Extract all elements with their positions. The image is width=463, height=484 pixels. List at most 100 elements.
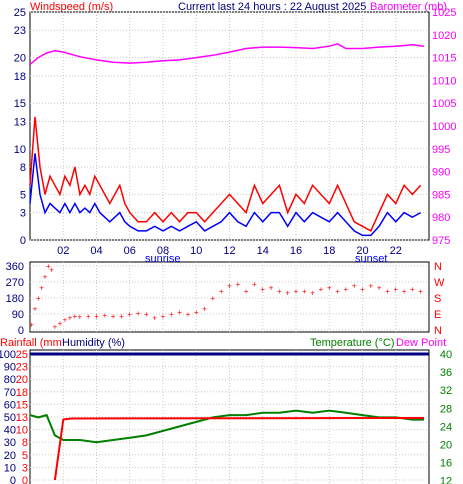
direction-point: + [186, 310, 191, 319]
direction-point: + [327, 283, 332, 292]
x-tick-label: 20 [356, 245, 368, 257]
temperature-tick-label: 12 [440, 476, 452, 484]
direction-point: + [127, 310, 132, 319]
x-tick-label: 18 [323, 245, 335, 257]
sunrise-label: sunrise [145, 253, 180, 265]
direction-point: + [277, 287, 282, 296]
humidity-tick-label: 20 [4, 450, 16, 462]
direction-point: + [169, 310, 174, 319]
barometer-tick-label: 980 [432, 212, 450, 224]
barometer-tick-label: 1000 [432, 121, 456, 133]
direction-point: + [219, 287, 224, 296]
direction-point: + [161, 312, 166, 321]
direction-point: + [86, 312, 91, 321]
direction-point: + [285, 289, 290, 298]
barometer-axis-label: Barometer (mb) [370, 1, 447, 13]
humidity-tick-label: 30 [4, 437, 16, 449]
direction-point: + [360, 285, 365, 294]
barometer-tick-label: 990 [432, 167, 450, 179]
direction-point: + [49, 266, 54, 275]
barometer-tick-label: 975 [432, 235, 450, 247]
direction-point: + [368, 282, 373, 291]
direction-point: + [152, 314, 157, 323]
direction-point: + [43, 273, 48, 282]
temperature-tick-label: 36 [440, 367, 452, 379]
compass-tick-label: N [434, 261, 442, 273]
direction-point: + [335, 287, 340, 296]
direction-point: + [211, 294, 216, 303]
x-tick-label: 16 [290, 245, 302, 257]
direction-point: + [53, 322, 58, 331]
direction-point: + [58, 319, 63, 328]
direction-point: + [269, 283, 274, 292]
rain-tick-label: 15 [16, 399, 28, 411]
direction-tick-label: 180 [6, 293, 24, 305]
x-tick-label: 04 [90, 245, 102, 257]
series-average-line [29, 153, 422, 237]
x-tick-label: 14 [257, 245, 269, 257]
barometer-tick-label: 1005 [432, 98, 456, 110]
windspeed-axis-label: Windspeed (m/s) [30, 1, 113, 13]
direction-point: + [119, 312, 124, 321]
wind-tick-label: 10 [14, 144, 26, 156]
direction-point: + [319, 285, 324, 294]
direction-point: + [177, 308, 182, 317]
direction-point: + [136, 309, 141, 318]
temperature-label: Temperature (°C) [310, 337, 394, 349]
direction-point: + [78, 313, 83, 322]
rain-tick-label: 0 [22, 475, 28, 484]
x-tick-label: 08 [157, 245, 169, 257]
humidity-tick-label: 10 [4, 462, 16, 474]
series-gust-line [29, 116, 422, 232]
direction-point: + [402, 287, 407, 296]
direction-point: + [63, 315, 68, 324]
direction-point: + [29, 321, 34, 330]
humidity-tick-label: 80 [4, 374, 16, 386]
direction-point: + [377, 283, 382, 292]
compass-tick-label: S [434, 293, 441, 305]
direction-point: + [393, 285, 398, 294]
direction-point: + [36, 294, 41, 303]
series-rainfall-line [53, 417, 425, 481]
humidity-tick-label: 0 [10, 475, 16, 484]
chart-title: Current last 24 hours : 22 August 2025 [178, 1, 366, 13]
temperature-tick-label: 28 [440, 403, 452, 415]
direction-point: + [94, 312, 99, 321]
temperature-tick-label: 24 [440, 421, 452, 433]
barometer-tick-label: 995 [432, 144, 450, 156]
direction-point: + [418, 287, 423, 296]
humidity-tick-label: 40 [4, 425, 16, 437]
humidity-tick-label: 100 [0, 349, 16, 361]
direction-point: + [111, 312, 116, 321]
compass-tick-label: E [434, 309, 441, 321]
direction-point: + [202, 305, 207, 314]
wind-tick-label: 5 [20, 189, 26, 201]
direction-point: + [310, 289, 315, 298]
x-tick-label: 02 [57, 245, 69, 257]
temperature-tick-label: 16 [440, 458, 452, 470]
direction-tick-label: 90 [12, 309, 24, 321]
direction-point: + [194, 308, 199, 317]
x-tick-label: 06 [124, 245, 136, 257]
wind-tick-label: 3 [20, 208, 26, 220]
wind-tick-label: 18 [14, 71, 26, 83]
humidity-label: Humidity (%) [62, 337, 125, 349]
temperature-tick-label: 40 [440, 349, 452, 361]
rain-tick-label: 3 [22, 462, 28, 474]
humidity-tick-label: 90 [4, 362, 16, 374]
direction-tick-label: 0 [18, 325, 24, 337]
direction-tick-label: 360 [6, 261, 24, 273]
rain-tick-label: 20 [16, 374, 28, 386]
humidity-tick-label: 60 [4, 399, 16, 411]
humidity-tick-label: 70 [4, 387, 16, 399]
wind-tick-label: 0 [20, 235, 26, 247]
direction-point: + [39, 283, 44, 292]
direction-point: + [352, 282, 357, 291]
series-barometer-line [29, 43, 425, 65]
sunset-label: sunset [355, 253, 387, 265]
barometer-tick-label: 1010 [432, 75, 456, 87]
direction-point: + [73, 312, 78, 321]
compass-tick-label: W [434, 277, 445, 289]
direction-panel-frame [29, 261, 430, 333]
direction-point: + [344, 285, 349, 294]
